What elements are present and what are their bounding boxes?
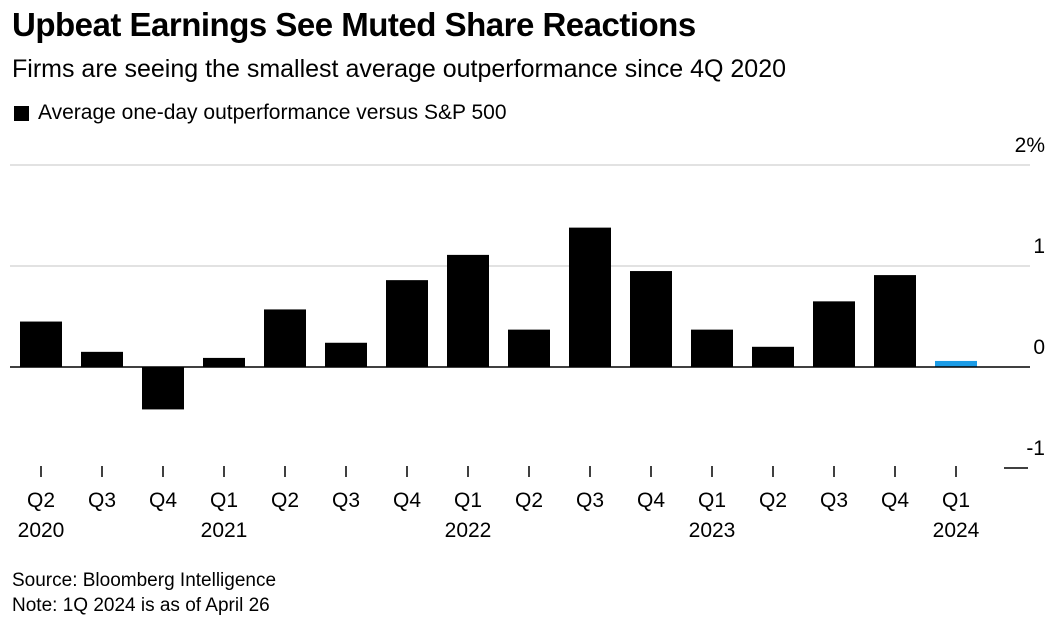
y-tick-label: -1 [1026, 437, 1045, 460]
y-tick-label: 0 [1033, 336, 1045, 359]
x-tick-label: Q4 [881, 489, 909, 512]
bar [569, 227, 611, 367]
x-tick-label: Q3 [332, 489, 360, 512]
source-note: Source: Bloomberg Intelligence [12, 570, 277, 591]
x-tick-label: Q3 [88, 489, 116, 512]
bar [691, 329, 733, 367]
x-tick-label: Q3 [820, 489, 848, 512]
chart-title: Upbeat Earnings See Muted Share Reaction… [12, 6, 696, 43]
y-tick-label: 2% [1015, 134, 1045, 157]
x-year-label: 2024 [933, 519, 980, 542]
x-tick-label: Q1 [698, 489, 726, 512]
footnote: Note: 1Q 2024 is as of April 26 [12, 595, 270, 616]
bar [386, 280, 428, 367]
x-year-label: 2022 [445, 519, 492, 542]
x-tick-label: Q1 [210, 489, 238, 512]
bar [447, 254, 489, 367]
bar [752, 346, 794, 367]
x-year-label: 2020 [18, 519, 65, 542]
x-tick-label: Q2 [759, 489, 787, 512]
x-tick-label: Q4 [393, 489, 421, 512]
x-tick-label: Q4 [637, 489, 665, 512]
bar [813, 301, 855, 367]
bar [142, 367, 184, 410]
bar [264, 309, 306, 367]
y-tick-label: 1 [1033, 235, 1045, 258]
legend-swatch [14, 105, 29, 121]
legend-label: Average one-day outperformance versus S&… [38, 101, 507, 124]
x-tick-label: Q1 [942, 489, 970, 512]
x-tick-label: Q1 [454, 489, 482, 512]
bar [20, 321, 62, 367]
bar [203, 357, 245, 367]
bar [874, 275, 916, 367]
x-tick-label: Q3 [576, 489, 604, 512]
x-tick-label: Q4 [149, 489, 177, 512]
chart-subtitle: Firms are seeing the smallest average ou… [12, 55, 786, 83]
x-year-label: 2021 [201, 519, 248, 542]
x-tick-label: Q2 [271, 489, 299, 512]
legend: Average one-day outperformance versus S&… [14, 101, 507, 125]
x-tick-label: Q2 [515, 489, 543, 512]
bar [935, 360, 977, 367]
bar [325, 342, 367, 367]
x-year-label: 2023 [689, 519, 736, 542]
bar [630, 271, 672, 367]
bar [508, 329, 550, 367]
bar [81, 351, 123, 367]
x-tick-label: Q2 [27, 489, 55, 512]
